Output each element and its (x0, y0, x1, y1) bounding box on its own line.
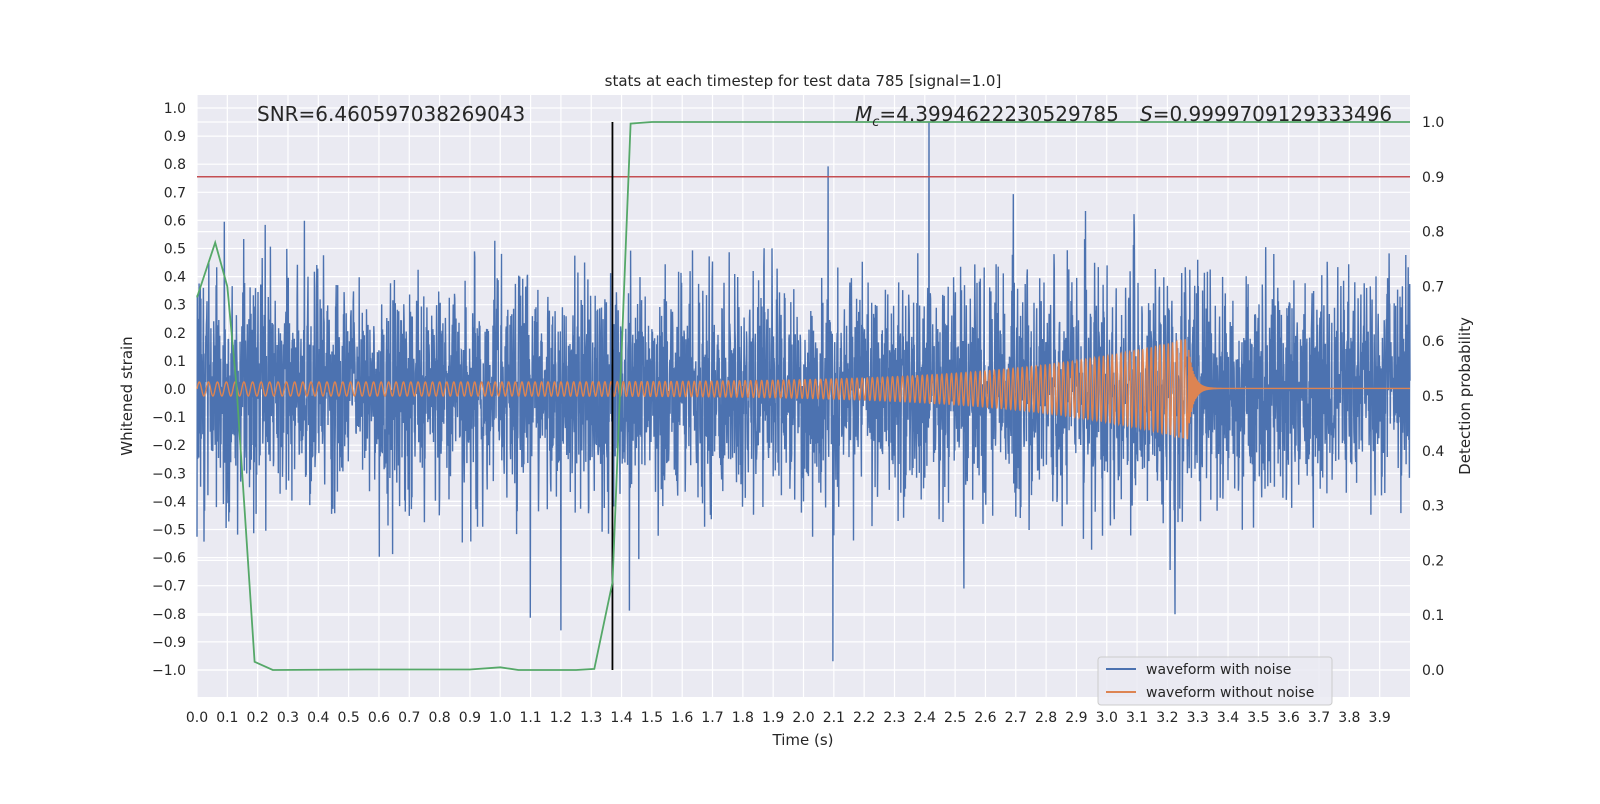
x-tick-label: 3.5 (1247, 710, 1269, 726)
y-tick-label: 0.6 (164, 213, 186, 229)
x-tick-label: 0.3 (277, 710, 299, 726)
y-tick-label: −0.8 (152, 607, 186, 623)
x-tick-label: 1.9 (762, 710, 784, 726)
y-tick-label: 0.0 (164, 382, 186, 398)
s-symbol: S (1140, 102, 1153, 126)
x-tick-label: 2.1 (823, 710, 845, 726)
x-tick-label: 1.0 (489, 710, 511, 726)
y-right-tick-label: 0.2 (1422, 553, 1444, 569)
y-right-tick-label: 0.5 (1422, 389, 1444, 405)
x-tick-label: 0.8 (428, 710, 450, 726)
x-tick-label: 2.9 (1065, 710, 1087, 726)
y-right-tick-label: 0.6 (1422, 334, 1444, 350)
score-annotation: S=0.9999709129333496 (1140, 102, 1392, 126)
x-tick-label: 0.9 (459, 710, 481, 726)
x-tick-label: 1.5 (641, 710, 663, 726)
chart-title: stats at each timestep for test data 785… (605, 72, 1002, 90)
x-tick-label: 3.0 (1096, 710, 1118, 726)
y-tick-label: 0.4 (164, 270, 186, 286)
y-tick-label: −0.1 (152, 410, 186, 426)
y-right-tick-label: 0.3 (1422, 499, 1444, 515)
x-tick-label: 2.7 (1005, 710, 1027, 726)
legend-label-noise: waveform with noise (1146, 662, 1291, 678)
x-tick-label: 3.6 (1278, 710, 1300, 726)
x-tick-label: 3.8 (1338, 710, 1360, 726)
mc-value: =4.3994622230529785 (879, 102, 1118, 126)
y-tick-label: −0.9 (152, 635, 186, 651)
x-tick-label: 3.4 (1217, 710, 1239, 726)
y-tick-label: 0.5 (164, 242, 186, 258)
y-right-tick-label: 0.7 (1422, 279, 1444, 295)
mc-symbol: M (855, 102, 872, 126)
y-right-tick-label: 0.1 (1422, 608, 1444, 624)
y-right-tick-label: 0.8 (1422, 225, 1444, 241)
x-tick-label: 3.2 (1156, 710, 1178, 726)
x-axis-label: Time (s) (772, 731, 834, 749)
y-tick-label: −0.3 (152, 466, 186, 482)
snr-annotation: SNR=6.460597038269043 (257, 102, 525, 126)
y-tick-label: 0.8 (164, 157, 186, 173)
legend-label-clean: waveform without noise (1146, 685, 1314, 701)
y-axis-right-label: Detection probability (1456, 317, 1474, 475)
x-tick-label: 0.2 (247, 710, 269, 726)
y-right-tick-label: 0.0 (1422, 663, 1444, 679)
y-tick-label: 0.7 (164, 185, 186, 201)
x-tick-label: 0.6 (368, 710, 390, 726)
y-tick-label: 0.3 (164, 298, 186, 314)
x-tick-label: 2.0 (792, 710, 814, 726)
x-tick-label: 2.6 (974, 710, 996, 726)
y-tick-label: −0.5 (152, 523, 186, 539)
x-tick-label: 0.5 (337, 710, 359, 726)
x-tick-label: 2.5 (944, 710, 966, 726)
x-tick-label: 2.2 (853, 710, 875, 726)
x-tick-label: 3.3 (1187, 710, 1209, 726)
x-tick-label: 3.9 (1369, 710, 1391, 726)
x-tick-label: 2.8 (1035, 710, 1057, 726)
y-tick-label: −0.6 (152, 551, 186, 567)
y-tick-label: 0.2 (164, 326, 186, 342)
x-tick-label: 0.0 (186, 710, 208, 726)
y-tick-label: −0.7 (152, 579, 186, 595)
y-tick-label: 1.0 (164, 101, 186, 117)
x-tick-label: 1.1 (519, 710, 541, 726)
x-tick-label: 2.4 (914, 710, 936, 726)
y-tick-label: −1.0 (152, 663, 186, 679)
x-tick-label: 1.3 (580, 710, 602, 726)
y-right-tick-label: 0.9 (1422, 170, 1444, 186)
x-tick-label: 3.1 (1126, 710, 1148, 726)
legend: waveform with noise waveform without noi… (1098, 657, 1332, 705)
mc-subscript: c (872, 115, 879, 130)
x-tick-label: 2.3 (883, 710, 905, 726)
x-tick-label: 3.7 (1308, 710, 1330, 726)
y-tick-label: −0.4 (152, 494, 186, 510)
y-axis-label: Whitened strain (118, 336, 136, 455)
s-value: =0.9999709129333496 (1153, 102, 1392, 126)
y-tick-label: 0.9 (164, 129, 186, 145)
x-tick-label: 0.7 (398, 710, 420, 726)
y-tick-label: 0.1 (164, 354, 186, 370)
y-right-tick-label: 0.4 (1422, 444, 1444, 460)
x-tick-label: 1.7 (701, 710, 723, 726)
x-tick-label: 0.4 (307, 710, 329, 726)
x-tick-label: 0.1 (216, 710, 238, 726)
x-tick-label: 1.4 (610, 710, 632, 726)
x-tick-label: 1.8 (732, 710, 754, 726)
chirp-mass-annotation: Mc=4.3994622230529785 (855, 102, 1119, 130)
y-right-tick-label: 1.0 (1422, 115, 1444, 131)
x-tick-label: 1.2 (550, 710, 572, 726)
y-tick-label: −0.2 (152, 438, 186, 454)
x-tick-label: 1.6 (671, 710, 693, 726)
